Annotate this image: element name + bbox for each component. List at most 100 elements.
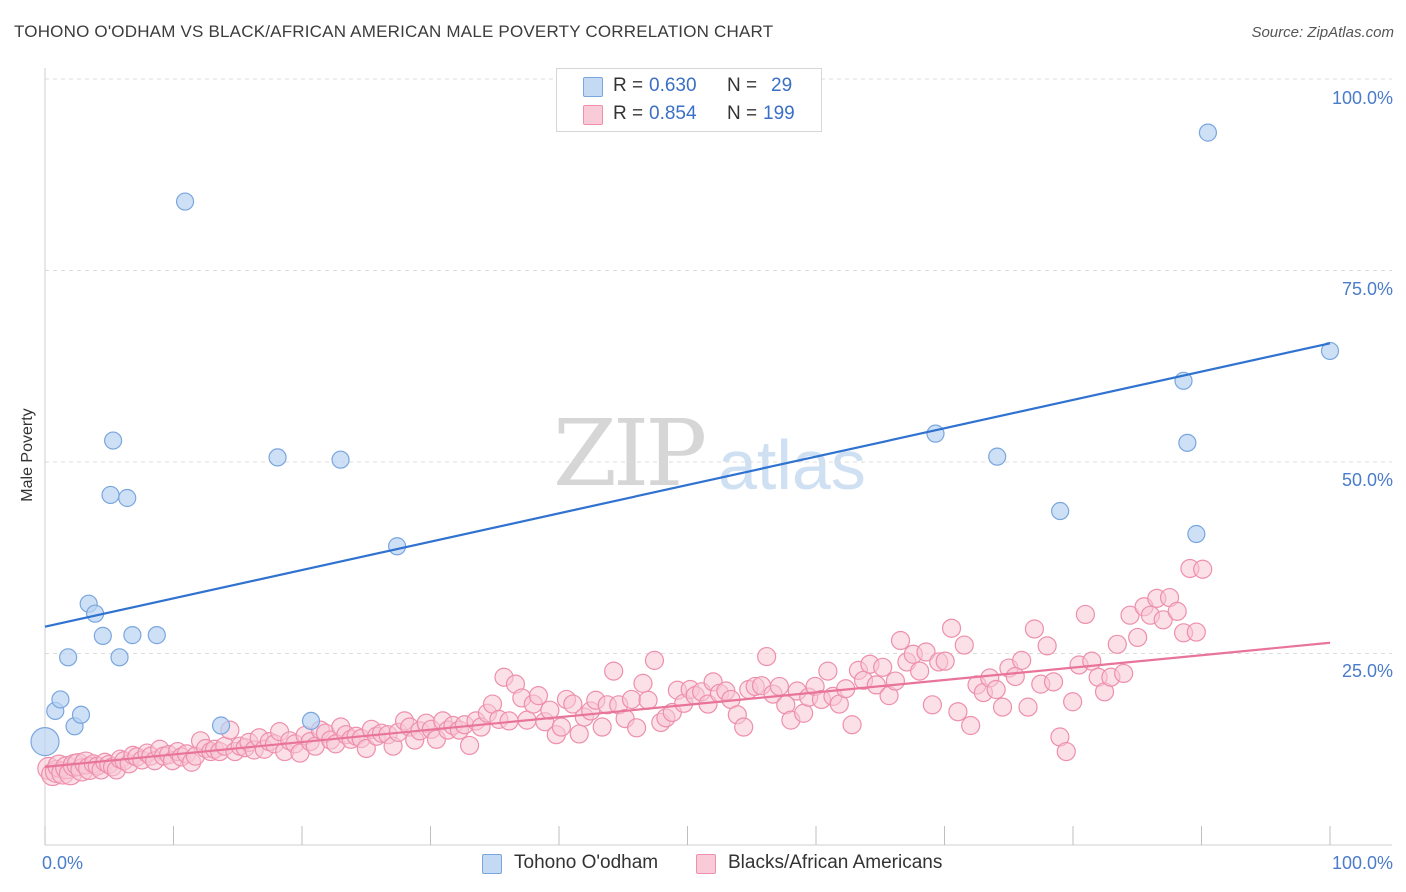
- black-poverty-point: [1153, 610, 1173, 630]
- legend-row-tohono: R = 0.630 N = 29: [557, 73, 821, 99]
- r-value: 0.854: [649, 103, 697, 124]
- tohono-swatch: [583, 77, 603, 97]
- black-poverty-point: [992, 697, 1013, 717]
- black-poverty-point: [1167, 601, 1187, 621]
- tohono-poverty-point: [59, 648, 78, 667]
- black-poverty-point: [873, 657, 893, 677]
- tohono-poverty-point: [104, 431, 123, 450]
- y-tick-label: 50.0%: [1342, 470, 1393, 490]
- black-poverty-point: [1114, 663, 1134, 684]
- black-poverty-point: [935, 651, 955, 671]
- source-label: Source: ZipAtlas.com: [1251, 24, 1394, 41]
- r-label: R =: [613, 103, 644, 124]
- n-value: 29: [771, 75, 793, 96]
- x-tick-label: 0.0%: [42, 853, 83, 873]
- black-poverty-point: [1012, 650, 1032, 670]
- black-poverty-point: [986, 679, 1006, 700]
- tohono-poverty-point: [211, 716, 231, 735]
- tohono-poverty-point: [110, 648, 129, 667]
- tohono-poverty-point: [51, 690, 70, 709]
- legend-label: Tohono O'odham: [514, 852, 659, 873]
- tohono-poverty-point: [30, 726, 60, 757]
- black-poverty-point: [885, 671, 906, 691]
- r-value: 0.630: [649, 75, 697, 96]
- chart-title: TOHONO O'ODHAM VS BLACK/AFRICAN AMERICAN…: [14, 22, 774, 41]
- legend-row-black: R = 0.854 N = 199: [557, 101, 821, 127]
- black-poverty-point: [1056, 741, 1076, 762]
- tohono-poverty-point: [387, 537, 407, 556]
- black-poverty-point: [961, 715, 981, 736]
- tohono-poverty-point: [123, 626, 142, 645]
- black-poverty-point: [948, 702, 968, 722]
- black-poverty-point: [734, 717, 754, 737]
- black-poverty-point: [910, 661, 930, 681]
- black-swatch: [696, 854, 716, 874]
- bottom-legend: Tohono O'odham Blacks/African Americans: [0, 852, 1406, 878]
- black-poverty-point: [1075, 604, 1096, 625]
- tohono-poverty-point: [147, 626, 166, 645]
- tohono-poverty-point: [926, 424, 945, 443]
- tohono-poverty-point: [118, 488, 137, 508]
- tohono-poverty-point: [1198, 123, 1218, 142]
- y-tick-label: 100.0%: [1332, 88, 1393, 108]
- black-poverty-point: [818, 661, 838, 681]
- legend-label: Blacks/African Americans: [728, 852, 943, 873]
- tohono-poverty-point: [71, 705, 91, 724]
- black-poverty-point: [1120, 605, 1140, 625]
- black-poverty-point: [528, 686, 549, 706]
- tohono-poverty-point: [301, 711, 321, 731]
- y-axis-title: Male Poverty: [19, 408, 36, 502]
- black-poverty-point: [757, 646, 777, 667]
- black-poverty-point: [1024, 619, 1045, 639]
- tohono-poverty-point: [1178, 433, 1197, 452]
- zip-watermark: ZIP: [553, 400, 707, 507]
- black-poverty-point: [1063, 692, 1083, 712]
- black-poverty-point: [922, 695, 943, 715]
- tohono-trend-line: [44, 342, 1331, 628]
- black-poverty-point: [551, 717, 571, 737]
- black-poverty-point: [1005, 666, 1025, 687]
- black-poverty-point: [890, 630, 911, 651]
- n-label: N =: [727, 103, 758, 124]
- black-poverty-point: [1037, 636, 1057, 656]
- r-label: R =: [613, 75, 644, 96]
- black-poverty-point: [954, 635, 974, 655]
- black-poverty-point: [1193, 559, 1213, 579]
- tohono-poverty-point: [1187, 524, 1206, 544]
- black-poverty-point: [563, 694, 583, 714]
- tohono-poverty-point: [1051, 501, 1070, 521]
- black-poverty-point: [842, 715, 862, 735]
- black-swatch: [583, 105, 603, 125]
- black-poverty-point: [569, 724, 589, 744]
- tohono-poverty-point: [988, 447, 1007, 466]
- black-poverty-point: [356, 738, 376, 759]
- black-trend-line: [44, 641, 1331, 768]
- tohono-poverty-point: [175, 192, 195, 211]
- x-tick-label: 100.0%: [1332, 853, 1393, 873]
- black-poverty-point: [633, 673, 653, 693]
- tohono-poverty-point: [268, 448, 287, 467]
- tohono-poverty-point: [101, 485, 120, 505]
- black-poverty-point: [459, 735, 480, 756]
- black-poverty-point: [941, 618, 962, 638]
- n-value: 199: [763, 103, 795, 124]
- black-poverty-point: [621, 689, 642, 710]
- y-tick-label: 75.0%: [1342, 279, 1393, 299]
- n-label: N =: [727, 75, 758, 96]
- tohono-swatch: [482, 854, 502, 874]
- atlas-watermark: atlas: [718, 426, 866, 504]
- black-poverty-point: [769, 676, 790, 697]
- tohono-poverty-point: [331, 450, 350, 469]
- black-poverty-point: [638, 690, 658, 710]
- black-poverty-point: [592, 717, 612, 737]
- black-poverty-point: [916, 642, 936, 662]
- stats-legend: R = 0.630 N = 29 R = 0.854 N = 199: [556, 68, 822, 132]
- black-poverty-point: [794, 703, 814, 723]
- black-poverty-point: [1128, 627, 1148, 648]
- black-poverty-point: [1107, 634, 1127, 654]
- black-poverty-point: [644, 650, 665, 670]
- black-poverty-point: [1018, 697, 1038, 717]
- black-poverty-point: [626, 718, 647, 738]
- tohono-poverty-point: [93, 626, 112, 645]
